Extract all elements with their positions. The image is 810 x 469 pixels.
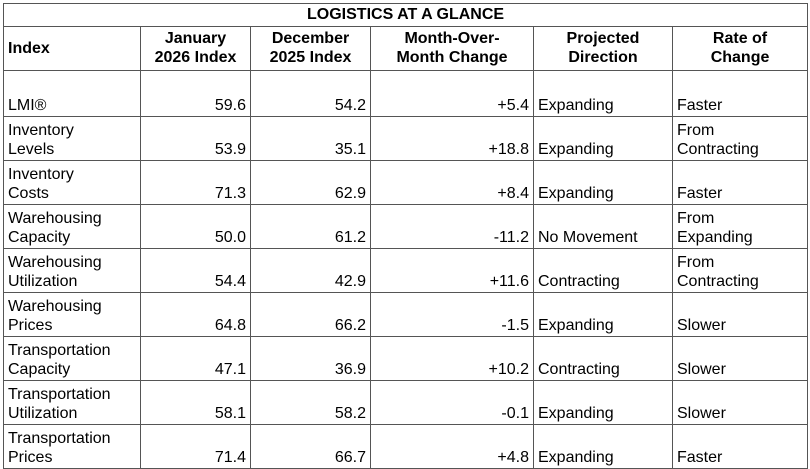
cell-direction: Expanding [533,160,673,205]
table-row: Warehousing Capacity 50.0 61.2 -11.2 No Move… [3,204,809,249]
table-row: Warehousing Prices 64.8 66.2 -1.5 Expanding S… [3,292,809,337]
cell-rate: From Contracting [671,248,809,293]
cell-index: LMI® [3,70,141,117]
cell-january: 59.6 [140,70,251,117]
cell-direction: Contracting [533,248,673,293]
cell-direction: Expanding [533,424,673,469]
cell-index: Warehousing Prices [3,292,141,337]
cell-index: Warehousing Utilization [3,248,141,293]
cell-rate: Faster [671,70,809,117]
cell-rate: From Contracting [671,116,809,161]
cell-change: -11.2 [370,204,534,249]
table-row: LMI® 59.6 54.2 +5.4 Expanding Faster [3,70,809,117]
cell-december: 35.1 [250,116,371,161]
header-change: Month-Over- Month Change [370,26,534,71]
cell-index: Inventory Levels [3,116,141,161]
cell-december: 36.9 [250,336,371,381]
table-row: Transportation Prices 71.4 66.7 +4.8 Expandi… [3,424,809,469]
cell-december: 54.2 [250,70,371,117]
table-row: Warehousing Utilization 54.4 42.9 +11.6 Cont… [3,248,809,293]
cell-january: 54.4 [140,248,251,293]
cell-december: 66.2 [250,292,371,337]
table-row: Transportation Utilization 58.1 58.2 -0.1 Ex… [3,380,809,425]
cell-january: 47.1 [140,336,251,381]
header-direction: Projected Direction [533,26,673,71]
cell-december: 66.7 [250,424,371,469]
cell-index: Warehousing Capacity [3,204,141,249]
cell-change: +11.6 [370,248,534,293]
cell-december: 42.9 [250,248,371,293]
cell-december: 61.2 [250,204,371,249]
cell-rate: Faster [671,424,809,469]
cell-direction: Expanding [533,116,673,161]
cell-rate: Faster [671,160,809,205]
header-index: Index [3,26,141,71]
cell-rate: Slower [671,380,809,425]
cell-direction: Expanding [533,380,673,425]
cell-change: +8.4 [370,160,534,205]
cell-january: 71.3 [140,160,251,205]
header-december: December 2025 Index [250,26,371,71]
header-row: Index January 2026 Index December 2025 I… [3,26,809,71]
cell-direction: Contracting [533,336,673,381]
cell-index: Inventory Costs [3,160,141,205]
table-row: Inventory Costs 71.3 62.9 +8.4 Expanding Fast… [3,160,809,205]
cell-change: +18.8 [370,116,534,161]
cell-direction: Expanding [533,70,673,117]
cell-direction: No Movement [533,204,673,249]
cell-january: 71.4 [140,424,251,469]
cell-january: 53.9 [140,116,251,161]
title-row: LOGISTICS AT A GLANCE [2,3,809,27]
cell-change: +4.8 [370,424,534,469]
header-january: January 2026 Index [140,26,251,71]
cell-change: -0.1 [370,380,534,425]
table-title: LOGISTICS AT A GLANCE [2,3,809,27]
table-row: Inventory Levels 53.9 35.1 +18.8 Expanding Fr… [3,116,809,161]
cell-january: 50.0 [140,204,251,249]
cell-january: 64.8 [140,292,251,337]
cell-index: Transportation Capacity [3,336,141,381]
cell-direction: Expanding [533,292,673,337]
cell-rate: Slower [671,292,809,337]
cell-december: 62.9 [250,160,371,205]
cell-rate: From Expanding [671,204,809,249]
cell-index: Transportation Prices [3,424,141,469]
cell-rate: Slower [671,336,809,381]
cell-january: 58.1 [140,380,251,425]
cell-index: Transportation Utilization [3,380,141,425]
header-rate: Rate of Change [671,26,809,71]
cell-change: +10.2 [370,336,534,381]
table-row: Transportation Capacity 47.1 36.9 +10.2 Cont… [3,336,809,381]
cell-change: -1.5 [370,292,534,337]
cell-december: 58.2 [250,380,371,425]
logistics-table: LOGISTICS AT A GLANCE Index January 2026… [2,3,809,469]
cell-change: +5.4 [370,70,534,117]
